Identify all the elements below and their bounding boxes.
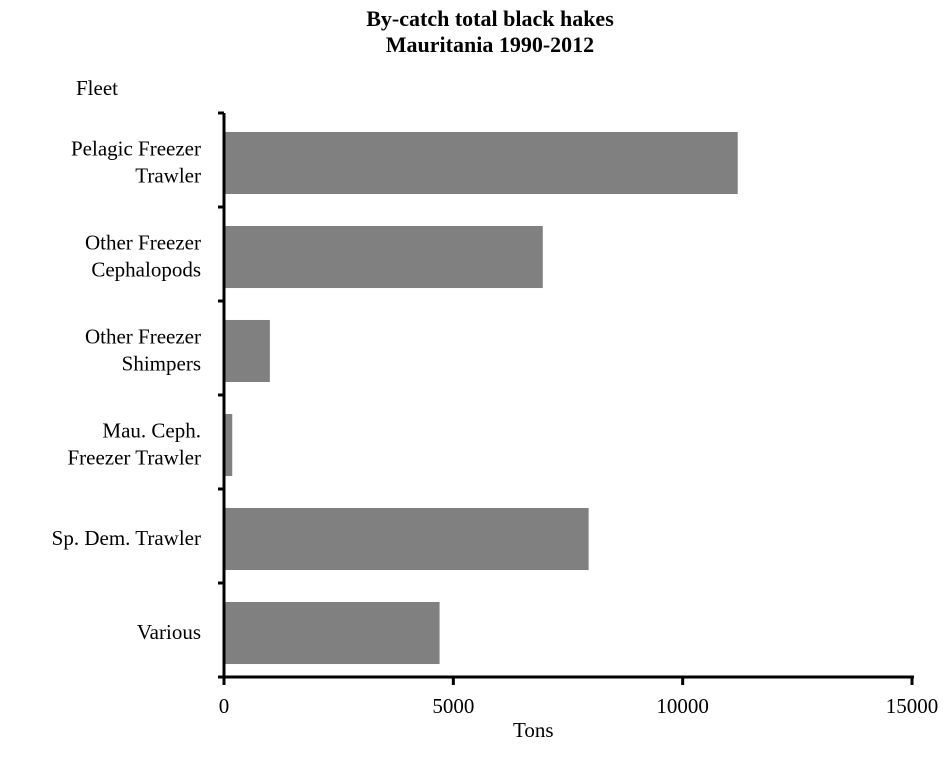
- category-label: Sp. Dem. Trawler: [52, 526, 201, 550]
- x-tick-label: 5000: [432, 694, 474, 718]
- bar: [224, 413, 233, 477]
- category-label: Freezer Trawler: [67, 446, 201, 470]
- x-tick-label: 0: [219, 694, 230, 718]
- x-tick-label: 10000: [656, 694, 709, 718]
- category-label: Various: [137, 620, 201, 644]
- category-label: Mau. Ceph.: [102, 419, 201, 443]
- bar: [224, 507, 589, 571]
- category-label: Cephalopods: [91, 258, 201, 282]
- bar: [224, 319, 270, 383]
- category-label: Trawler: [135, 164, 201, 188]
- bar: [224, 601, 440, 665]
- chart-title-line-2: Mauritania 1990-2012: [385, 32, 595, 57]
- category-label: Pelagic Freezer: [71, 137, 201, 161]
- category-label: Shimpers: [122, 352, 201, 376]
- y-axis-label: Fleet: [76, 76, 118, 100]
- chart-title-line-1: By-catch total black hakes: [366, 6, 614, 31]
- category-label: Other Freezer: [85, 231, 201, 255]
- category-label: Other Freezer: [85, 325, 201, 349]
- x-axis-label: Tons: [513, 718, 554, 742]
- x-tick-label: 15000: [886, 694, 939, 718]
- bar: [224, 131, 738, 195]
- bar: [224, 225, 543, 289]
